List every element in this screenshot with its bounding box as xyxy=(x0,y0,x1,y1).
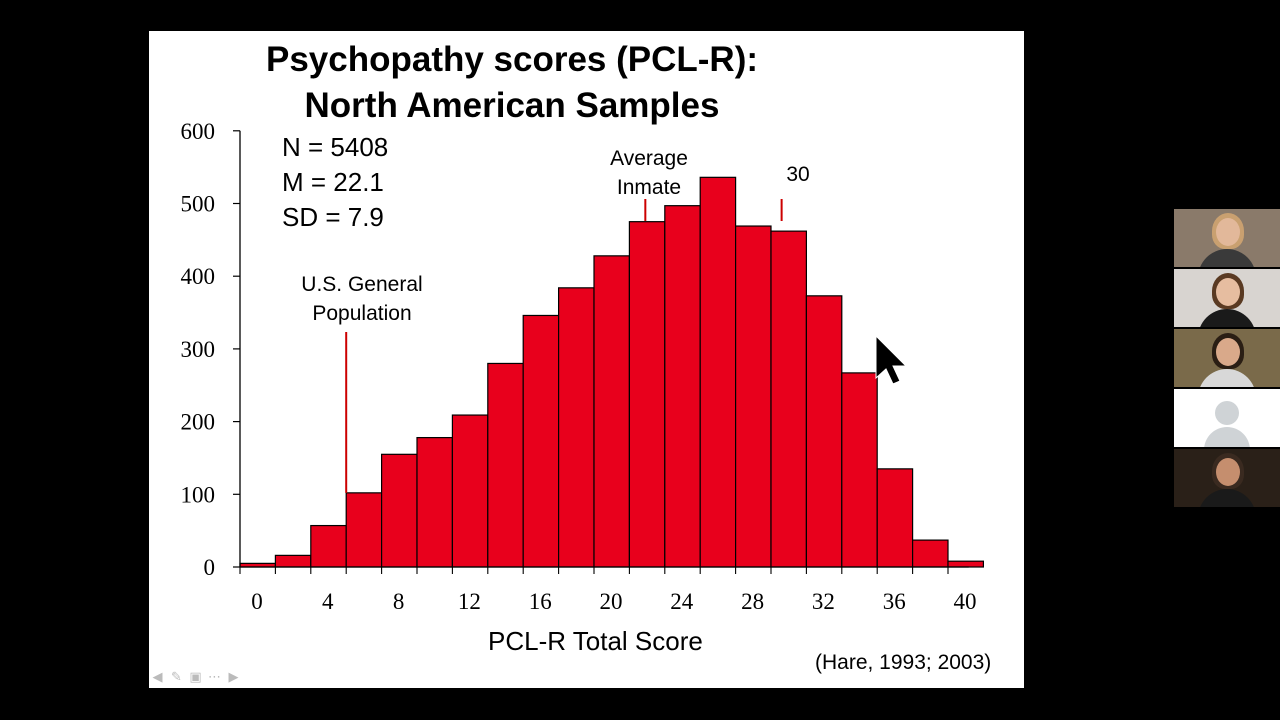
histogram-bar xyxy=(628,221,666,568)
x-tick-label: 16 xyxy=(529,589,552,614)
average-inmate-label: Average Inmate xyxy=(594,144,704,202)
y-tick-label: 200 xyxy=(181,410,216,435)
histogram-bar xyxy=(805,295,843,568)
average-inmate-label-line1: Average xyxy=(610,147,688,170)
general-population-label-line1: U.S. General xyxy=(301,273,423,296)
slide-title-line2: North American Samples xyxy=(304,86,720,125)
more-icon[interactable]: ⋯ xyxy=(208,670,221,685)
y-tick-label: 500 xyxy=(181,192,216,217)
stat-sd: SD = 7.9 xyxy=(282,202,384,232)
y-tick-label: 300 xyxy=(181,337,216,362)
x-tick-label: 12 xyxy=(458,589,481,614)
next-icon[interactable]: ▶ xyxy=(228,670,239,685)
participant-body xyxy=(1198,249,1256,267)
participant-face xyxy=(1216,458,1240,486)
x-tick-label: 28 xyxy=(741,589,764,614)
previous-icon[interactable]: ◀ xyxy=(152,670,163,685)
participant-face xyxy=(1216,218,1240,246)
avatar-placeholder-icon xyxy=(1215,401,1239,425)
video-tile-participant-5[interactable] xyxy=(1174,449,1280,507)
average-inmate-label-line2: Inmate xyxy=(616,176,682,199)
histogram-bar xyxy=(557,287,595,568)
histogram-bar xyxy=(487,362,524,568)
video-tile-participant-2[interactable] xyxy=(1174,269,1280,327)
histogram-bar xyxy=(841,372,878,568)
x-tick-label: 36 xyxy=(883,589,906,614)
x-tick-label: 24 xyxy=(670,589,694,614)
y-tick-label: 100 xyxy=(181,482,216,507)
general-population-label: U.S. General Population xyxy=(282,270,442,328)
histogram-bar xyxy=(451,414,489,568)
x-tick-label: 4 xyxy=(322,589,334,614)
cutoff-label: 30 xyxy=(786,163,810,186)
slide-controls: ◀ ✎ ▣ ⋯ ▶ xyxy=(150,670,241,685)
histogram-bar xyxy=(522,314,560,568)
stat-n: N = 5408 xyxy=(282,132,389,162)
x-tick-label: 40 xyxy=(954,589,977,614)
participant-body xyxy=(1198,309,1256,327)
general-population-label-line2: Population xyxy=(312,302,412,325)
histogram-bar xyxy=(947,560,985,568)
histogram-bar xyxy=(416,436,454,568)
y-tick-label: 600 xyxy=(181,119,216,144)
participant-body xyxy=(1198,369,1256,387)
video-tile-participant-4[interactable] xyxy=(1174,389,1280,447)
histogram-bar xyxy=(699,176,737,568)
participant-face xyxy=(1216,338,1240,366)
x-tick-label: 20 xyxy=(600,589,623,614)
histogram-bar xyxy=(310,524,347,568)
x-axis-label: PCL-R Total Score xyxy=(488,626,703,656)
histogram-bar xyxy=(734,225,772,568)
x-tick-label: 8 xyxy=(393,589,405,614)
video-tile-participant-1[interactable] xyxy=(1174,209,1280,267)
pen-icon[interactable]: ✎ xyxy=(171,670,182,685)
x-tick-label: 0 xyxy=(251,589,263,614)
slide-title-line1: Psychopathy scores (PCL-R): xyxy=(265,40,759,79)
mouse-cursor-icon xyxy=(875,334,908,385)
citation: (Hare, 1993; 2003) xyxy=(815,651,992,674)
participant-body xyxy=(1204,427,1250,447)
histogram-bar xyxy=(345,492,383,568)
y-tick-label: 400 xyxy=(181,264,216,289)
histogram-bar xyxy=(664,205,701,568)
histogram-bar xyxy=(876,468,914,568)
y-tick-label: 0 xyxy=(204,555,216,580)
stat-mean: M = 22.1 xyxy=(282,167,384,197)
slides-icon[interactable]: ▣ xyxy=(189,670,202,685)
histogram-bar xyxy=(274,554,312,568)
histogram-bar xyxy=(770,230,808,568)
participant-body xyxy=(1198,489,1256,507)
histogram-bar xyxy=(593,255,631,568)
participant-face xyxy=(1216,278,1240,306)
histogram-bar xyxy=(381,453,418,568)
histogram-bar xyxy=(911,539,949,568)
video-tile-participant-3[interactable] xyxy=(1174,329,1280,387)
x-tick-label: 32 xyxy=(812,589,835,614)
